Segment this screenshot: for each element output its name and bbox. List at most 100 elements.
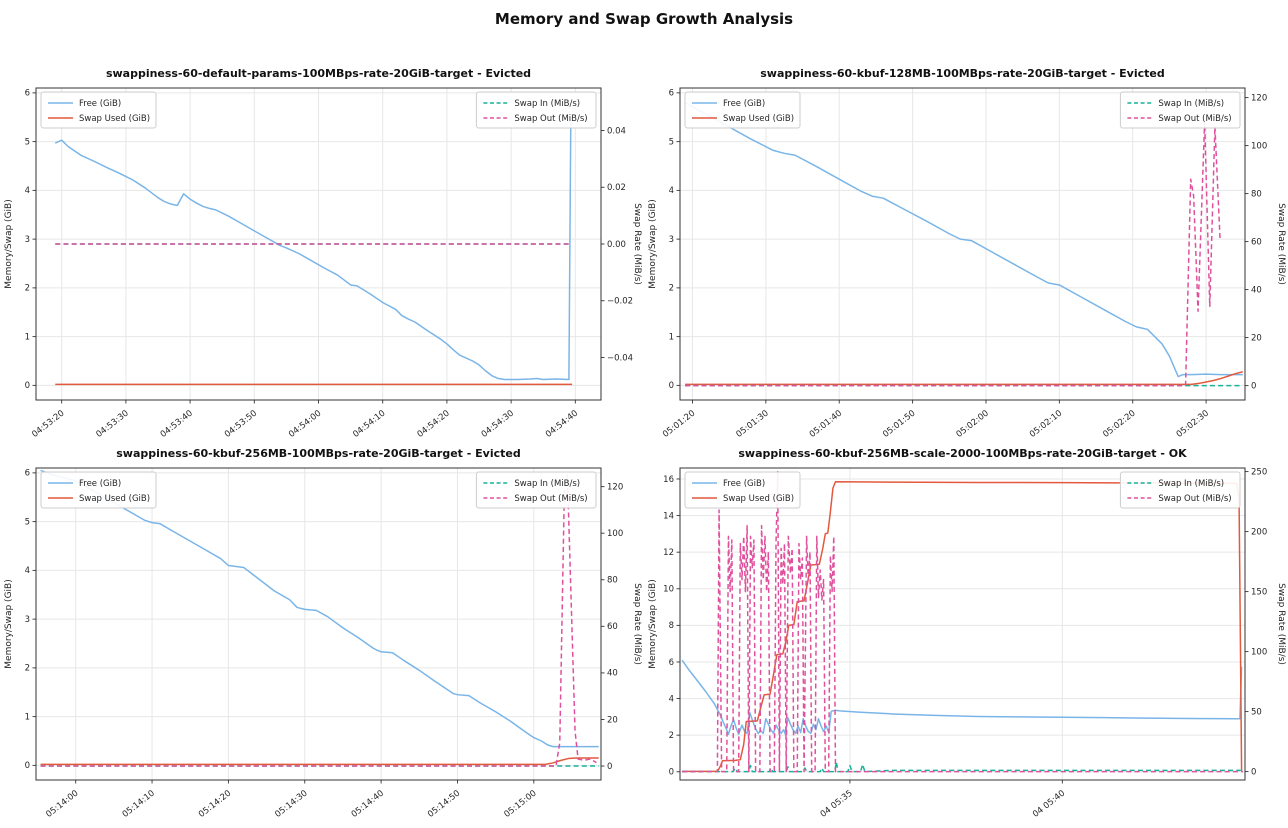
ytick-label-right: 20 [607, 715, 618, 725]
ytick-label-right: 100 [607, 529, 623, 539]
ytick-label-left: 3 [669, 235, 674, 245]
free-line [40, 469, 599, 748]
legend-left: Free (GiB) Swap Used (GiB) [684, 471, 801, 509]
free-line [54, 117, 572, 381]
ytick-label-right: 0 [1251, 767, 1256, 777]
ytick-label-left: 0 [25, 761, 30, 771]
ytick-label-left: 2 [669, 731, 674, 741]
xtick-label: 04:54:10 [351, 408, 387, 439]
swap_out-line [682, 470, 1243, 773]
xtick-label: 05:14:10 [121, 788, 157, 819]
ytick-label-right: 120 [1251, 93, 1267, 103]
xtick-label: 04:54:40 [544, 408, 580, 439]
free-line [681, 659, 1243, 735]
xtick-label: 05:14:40 [350, 788, 386, 819]
xtick-label: 04:53:20 [30, 408, 66, 439]
legend-label: Free (GiB) [79, 99, 121, 109]
legend-left: Free (GiB) Swap Used (GiB) [684, 91, 801, 129]
ytick-label-right: 80 [607, 576, 618, 586]
ylabel-right: Swap Rate (MiB/s) [1276, 583, 1286, 665]
ytick-label-right: 60 [1251, 237, 1262, 247]
xtick-label: 05:01:30 [734, 408, 770, 439]
subplot-title: swappiness-60-kbuf-128MB-100MBps-rate-20… [760, 67, 1164, 80]
xtick-label: 05:14:20 [197, 788, 233, 819]
ytick-label-right: 40 [607, 669, 618, 679]
xtick-label: 05:01:50 [881, 408, 917, 439]
ytick-label-right: 80 [1251, 189, 1262, 199]
xtick-label: 04 05:40 [1031, 788, 1067, 819]
legend-label: Swap Used (GiB) [723, 114, 794, 124]
ytick-label-left: 10 [663, 585, 674, 595]
xtick-label: 05:02:10 [1028, 408, 1064, 439]
ytick-label-left: 4 [669, 186, 674, 196]
ytick-label-left: 6 [669, 658, 674, 668]
legend-label: Swap Out (MiB/s) [1158, 494, 1231, 504]
subplot-title: swappiness-60-kbuf-256MB-100MBps-rate-20… [116, 447, 520, 460]
ytick-label-right: −0.02 [607, 297, 633, 307]
xtick-label: 04:54:00 [287, 408, 323, 439]
legend-box [475, 471, 597, 509]
legend-label: Swap Out (MiB/s) [514, 494, 587, 504]
xtick-label: 05:15:00 [502, 788, 538, 819]
ytick-label-right: 0.02 [607, 183, 626, 193]
legend-label: Free (GiB) [723, 99, 765, 109]
xtick-label: 05:14:00 [44, 788, 80, 819]
legend-label: Swap Out (MiB/s) [1158, 114, 1231, 124]
legend-label: Swap Used (GiB) [723, 494, 794, 504]
ytick-label-right: 100 [1251, 647, 1267, 657]
chart-canvas: 0 2 4 6 8 10 12 14 16 0 50 100 150 200 250 04 05:35 04 0… [648, 447, 1286, 820]
plot-border [35, 467, 602, 781]
ylabel-left: Memory/Swap (GiB) [648, 199, 658, 288]
legend-box [1119, 471, 1241, 509]
plot-border [679, 467, 1246, 781]
xtick-label: 05:14:30 [273, 788, 309, 819]
plot-border [679, 87, 1246, 401]
ytick-label-left: 5 [669, 137, 674, 147]
free-line [684, 101, 1243, 378]
legend-label: Swap In (MiB/s) [1158, 99, 1224, 109]
ytick-label-right: 250 [1251, 467, 1267, 477]
ytick-label-right: 200 [1251, 527, 1267, 537]
ytick-label-left: 6 [669, 89, 674, 99]
ytick-label-right: 0.00 [607, 240, 626, 250]
xtick-label: 05:02:30 [1175, 408, 1211, 439]
ytick-label-left: 4 [25, 186, 30, 196]
ytick-label-left: 6 [25, 89, 30, 99]
ytick-label-right: 150 [1251, 587, 1267, 597]
ylabel-right: Swap Rate (MiB/s) [1276, 203, 1286, 285]
legend-right: Swap In (MiB/s) Swap Out (MiB/s) [1119, 471, 1241, 509]
ytick-label-right: 0 [1251, 381, 1256, 391]
ytick-label-right: 60 [607, 622, 618, 632]
ytick-label-left: 0 [25, 381, 30, 391]
plot-border [35, 87, 602, 401]
legend-left: Free (GiB) Swap Used (GiB) [40, 91, 157, 129]
legend-box [684, 471, 801, 509]
ytick-label-right: 50 [1251, 707, 1262, 717]
ytick-label-left: 16 [663, 475, 674, 485]
xtick-label: 05:14:50 [426, 788, 462, 819]
ylabel-right: Swap Rate (MiB/s) [632, 203, 642, 285]
ytick-label-right: 100 [1251, 141, 1267, 151]
ytick-label-left: 8 [669, 621, 674, 631]
legend-label: Swap Out (MiB/s) [514, 114, 587, 124]
ytick-label-left: 0 [669, 381, 674, 391]
ytick-label-left: 4 [25, 566, 30, 576]
page-title: Memory and Swap Growth Analysis [494, 10, 794, 28]
chart-canvas: 0 1 2 3 4 5 6 −0.04 −0.02 0.00 0.02 0.04 04:53:20 04:… [4, 67, 642, 440]
ytick-label-right: 40 [1251, 285, 1262, 295]
ylabel-left: Memory/Swap (GiB) [648, 579, 658, 668]
legend-label: Swap In (MiB/s) [514, 99, 580, 109]
chart-bottom-left: 0 1 2 3 4 5 6 0 20 40 60 80 100 120 05:14:00 05:14:10 05… [0, 440, 644, 824]
legend-label: Free (GiB) [723, 479, 765, 489]
legend-box [475, 91, 597, 129]
subplot-title: swappiness-60-kbuf-256MB-scale-2000-100M… [738, 447, 1187, 460]
chart-top-left: 0 1 2 3 4 5 6 −0.04 −0.02 0.00 0.02 0.04 04:53:20 04:… [0, 60, 644, 440]
swap_in-line [682, 761, 1241, 773]
ylabel-left: Memory/Swap (GiB) [4, 579, 14, 668]
chart-top-right: 0 1 2 3 4 5 6 0 20 40 60 80 100 120 05:01:20 05:01:30 05… [644, 60, 1288, 440]
xtick-label: 04:53:40 [159, 408, 195, 439]
ytick-label-left: 12 [663, 548, 674, 558]
legend-label: Free (GiB) [79, 479, 121, 489]
